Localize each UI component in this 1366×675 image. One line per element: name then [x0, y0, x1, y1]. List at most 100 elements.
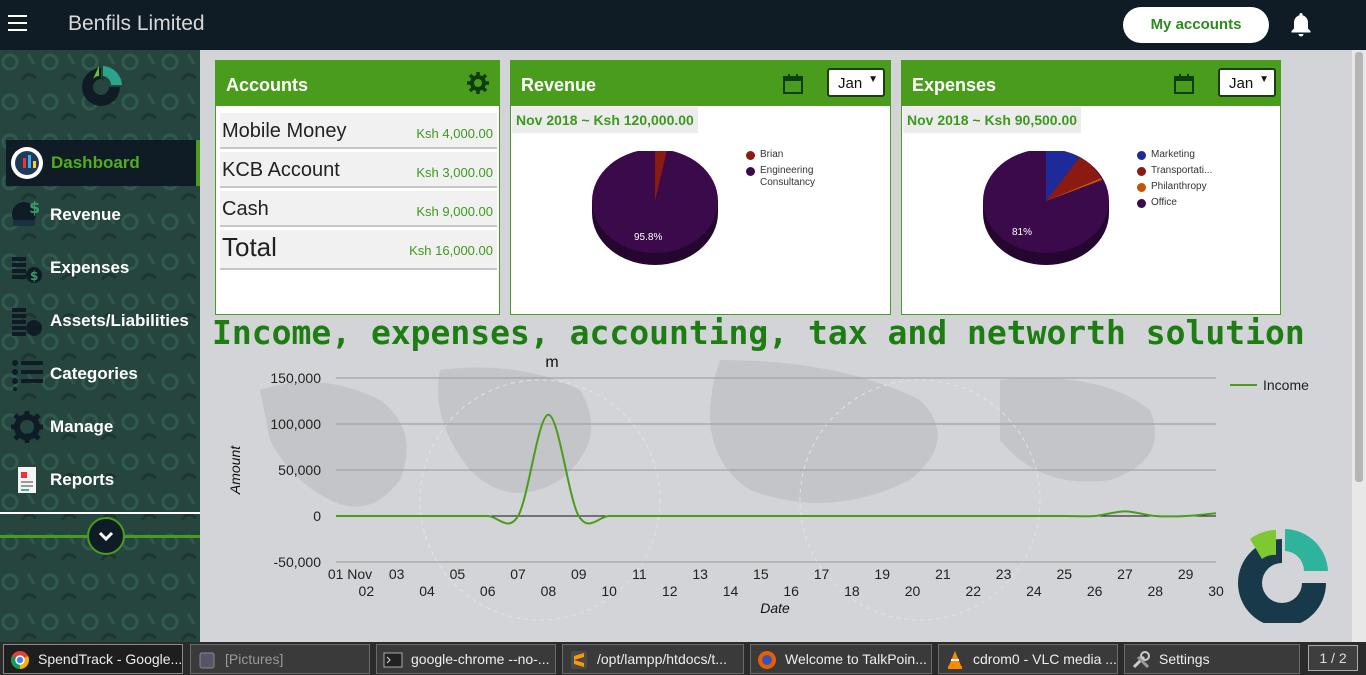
x-tick-label: 02	[359, 583, 375, 599]
revenue-icon: $	[12, 198, 40, 226]
vlc-icon	[948, 651, 962, 669]
account-name: Cash	[222, 198, 269, 220]
folder-icon	[199, 652, 215, 669]
bell-icon[interactable]	[1289, 12, 1313, 43]
accounts-title: Accounts	[226, 75, 309, 95]
sidebar-item-dashboard[interactable]: Dashboard	[6, 140, 200, 186]
x-tick-label: 09	[571, 566, 587, 582]
chevron-down-icon	[98, 531, 114, 542]
account-row-kcb[interactable]: KCB Account Ksh 3,000.00	[220, 152, 497, 188]
y-tick-label: -50,000	[274, 554, 322, 570]
task-firefox[interactable]: Welcome to TalkPoin...	[750, 644, 932, 674]
reports-icon	[18, 467, 36, 493]
expenses-card: Expenses Jan ▼ Nov 2018 ~ Ksh 90,500.00 …	[901, 60, 1281, 315]
total-label: Total	[222, 232, 277, 262]
top-bar: Benfils Limited My accounts	[0, 0, 1366, 50]
y-tick-label: 100,000	[270, 416, 321, 432]
company-name: Benfils Limited	[68, 12, 205, 35]
x-tick-label: 12	[662, 583, 678, 599]
sidebar-item-label: Assets/Liabilities	[50, 311, 189, 330]
x-tick-label: 16	[783, 583, 799, 599]
sidebar-item-expenses[interactable]: $ Expenses	[0, 245, 200, 291]
revenue-title: Revenue	[521, 75, 597, 95]
x-tick-label: 07	[510, 566, 526, 582]
accounts-card: Accounts Mobile Money Ksh 4,000.00 KCB A…	[215, 60, 500, 315]
terminal-icon	[383, 652, 403, 668]
app-logo-large	[1232, 527, 1332, 628]
task-settings[interactable]: Settings	[1124, 644, 1300, 674]
expenses-pie-label: 81%	[1012, 227, 1032, 238]
revenue-pie-chart: 95.8%	[592, 151, 718, 265]
page-scrollbar[interactable]	[1352, 50, 1366, 642]
x-tick-label: 17	[814, 566, 830, 582]
workspace-pager[interactable]: 1 / 2	[1308, 645, 1358, 671]
x-tick-label: 26	[1087, 583, 1103, 599]
expenses-title: Expenses	[912, 75, 997, 95]
task-sublime[interactable]: /opt/lampp/htdocs/t...	[562, 644, 744, 674]
dashboard-icon	[11, 147, 43, 179]
y-tick-label: 150,000	[270, 370, 321, 386]
revenue-month-select[interactable]: Jan ▼	[827, 68, 885, 97]
account-row-cash[interactable]: Cash Ksh 9,000.00	[220, 191, 497, 227]
expenses-header: Expenses Jan ▼	[902, 61, 1280, 106]
my-accounts-button[interactable]: My accounts	[1123, 7, 1269, 43]
x-tick-label: 15	[753, 566, 769, 582]
revenue-pie-label: 95.8%	[634, 232, 662, 243]
account-amount: Ksh 4,000.00	[416, 126, 493, 141]
x-tick-label: 03	[389, 566, 405, 582]
gear-icon[interactable]	[467, 72, 489, 94]
chrome-icon	[11, 651, 29, 669]
sidebar-item-reports[interactable]: Reports	[0, 457, 200, 503]
x-tick-label: 10	[601, 583, 617, 599]
sidebar-divider	[0, 512, 200, 514]
x-tick-label: 18	[844, 583, 860, 599]
x-tick-label: 01 Nov	[328, 566, 372, 582]
sidebar-item-label: Expenses	[50, 258, 130, 277]
income-series-line	[336, 413, 1217, 525]
selected-month: Jan	[1229, 75, 1254, 92]
revenue-card: Revenue Jan ▼ Nov 2018 ~ Ksh 120,000.00 …	[510, 60, 891, 315]
world-map-background	[260, 360, 1155, 621]
account-name: Mobile Money	[222, 120, 347, 142]
expand-sidebar-button[interactable]	[87, 517, 125, 555]
account-amount: Ksh 9,000.00	[416, 204, 493, 219]
revenue-header: Revenue Jan ▼	[511, 61, 890, 106]
x-tick-label: 22	[965, 583, 981, 599]
expenses-pie-chart: 81%	[983, 151, 1109, 265]
sidebar-item-assets-liabilities[interactable]: Assets/Liabilities	[0, 298, 200, 344]
task-chrome[interactable]: SpendTrack - Google...	[3, 644, 183, 674]
x-tick-label: 23	[996, 566, 1012, 582]
sidebar-item-categories[interactable]: Categories	[0, 351, 200, 397]
x-tick-label: 04	[419, 583, 435, 599]
income-line-chart: 150,000 100,000 50,000 0 -50,000 01 Nov 03 05 0…	[227, 354, 1309, 621]
menu-icon[interactable]	[8, 15, 28, 35]
task-terminal[interactable]: google-chrome --no-...	[376, 644, 556, 674]
x-tick-label: 30	[1208, 583, 1224, 599]
task-pictures[interactable]: [Pictures]	[190, 644, 370, 674]
calendar-icon[interactable]	[783, 74, 803, 94]
manage-icon	[11, 411, 43, 443]
expenses-month-select[interactable]: Jan ▼	[1218, 68, 1276, 97]
y-axis-label: Amount	[227, 445, 243, 495]
x-tick-label: 05	[450, 566, 466, 582]
total-amount: Ksh 16,000.00	[409, 243, 493, 258]
sidebar-item-revenue[interactable]: $ Revenue	[0, 192, 200, 238]
selected-month: Jan	[838, 75, 863, 92]
sidebar-item-label: Manage	[50, 417, 114, 436]
scrollbar-thumb[interactable]	[1355, 52, 1363, 482]
sublime-icon	[571, 651, 587, 669]
account-name: KCB Account	[222, 159, 340, 181]
dropdown-arrow-icon: ▼	[868, 74, 878, 85]
revenue-period: Nov 2018 ~ Ksh 120,000.00	[512, 107, 698, 133]
x-tick-label: 25	[1056, 566, 1072, 582]
sidebar-item-manage[interactable]: Manage	[0, 404, 200, 450]
account-row-mobile-money[interactable]: Mobile Money Ksh 4,000.00	[220, 113, 497, 149]
account-row-total: Total Ksh 16,000.00	[220, 230, 497, 270]
taskbar: SpendTrack - Google... [Pictures] google…	[0, 642, 1366, 675]
task-vlc[interactable]: cdrom0 - VLC media ...	[938, 644, 1118, 674]
sidebar: Dashboard $ Revenue $ Expenses Assets/Li…	[0, 50, 200, 642]
calendar-icon[interactable]	[1174, 74, 1194, 94]
categories-icon	[12, 360, 43, 391]
x-axis-label: Date	[760, 600, 790, 616]
x-tick-label: 20	[905, 583, 921, 599]
